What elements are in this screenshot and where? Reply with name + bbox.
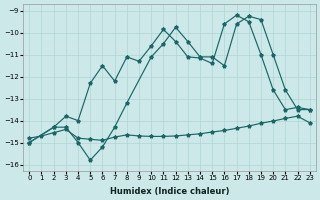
X-axis label: Humidex (Indice chaleur): Humidex (Indice chaleur) bbox=[110, 187, 229, 196]
